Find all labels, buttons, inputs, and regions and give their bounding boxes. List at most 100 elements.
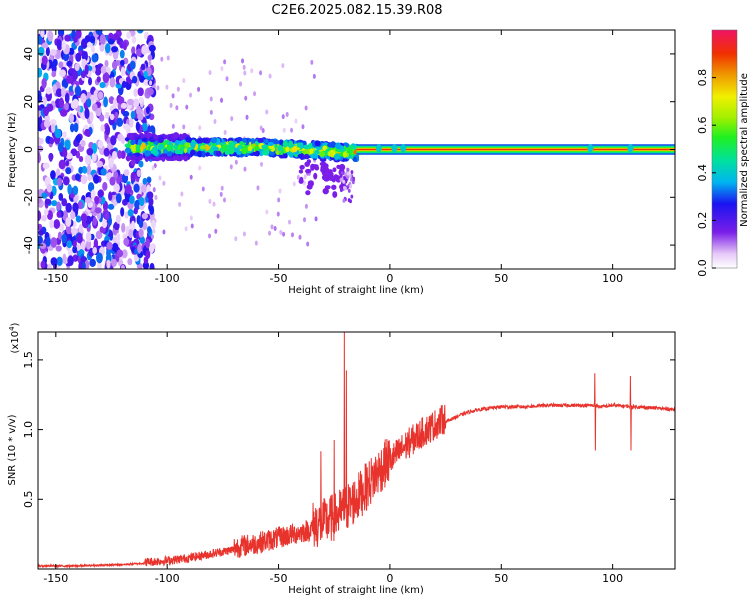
heatmap-noise-cell: [59, 109, 67, 117]
heatmap-signal-cell: [314, 140, 321, 147]
heatmap-noise-cell: [99, 34, 106, 46]
heatmap-noise-cell: [86, 147, 94, 156]
heatmap-noise-cell: [72, 185, 79, 196]
heatmap-signal-cell: [135, 144, 141, 152]
heatmap-signal-cell: [212, 146, 219, 151]
heatmap-signal-cell: [305, 190, 311, 196]
heatmap-noise-cell: [131, 35, 137, 44]
colorbar: 0.0 0.2 0.4 0.6 0.8 Normalized spectral ampl…: [696, 29, 750, 277]
heatmap-noise-cell: [50, 257, 58, 266]
heatmap-signal-cell: [341, 182, 345, 187]
heatmap-noise-cell: [104, 59, 109, 68]
heatmap-noise-cell: [78, 224, 84, 235]
heatmap-noise-cell: [41, 77, 47, 89]
heatmap-noise-cell: [260, 161, 264, 167]
heatmap-noise-cell: [102, 72, 110, 84]
heatmap-noise-cell: [143, 70, 148, 79]
heatmap-signal-cell: [352, 177, 356, 182]
snr-x-tick-label: -100: [155, 572, 180, 585]
heatmap-noise-cell: [220, 66, 224, 72]
heatmap-noise-cell: [70, 211, 76, 220]
heatmap-noise-cell: [108, 157, 114, 167]
heatmap-noise-cell: [38, 223, 43, 231]
heatmap-noise-cell: [131, 75, 138, 84]
heatmap-noise-cell: [117, 150, 122, 159]
heatmap-noise-cell: [180, 191, 184, 197]
heatmap-noise-cell: [61, 233, 67, 244]
heatmap-noise-cell: [123, 237, 130, 247]
snr-x-tick-label: -50: [270, 572, 288, 585]
heatmap-noise-cell: [175, 105, 179, 111]
spectrogram-ticks: -150 -100 -50 0 50 100 -40 -20 0 20 40: [22, 30, 675, 285]
heatmap-noise-cell: [276, 211, 280, 217]
heatmap-noise-cell: [49, 137, 55, 145]
heatmap-noise-cell: [304, 203, 308, 209]
heatmap-noise-cell: [58, 192, 64, 201]
heatmap-noise-cell: [65, 160, 70, 167]
heatmap-noise-cell: [73, 122, 79, 133]
heatmap-noise-cell: [77, 200, 84, 210]
heatmap-signal-cell: [157, 136, 164, 144]
colorbar-tick-label: 0.4: [696, 164, 709, 182]
heatmap-noise-cell: [306, 241, 310, 247]
heatmap-noise-cell: [112, 199, 118, 207]
heatmap-signal-cell: [130, 139, 136, 146]
heatmap-noise-cell: [133, 183, 140, 193]
heatmap-noise-cell: [51, 200, 58, 207]
heatmap-noise-cell: [70, 148, 78, 157]
snr-spike-marker: [320, 451, 322, 453]
heatmap-noise-cell: [162, 229, 166, 235]
heatmap-noise-cell: [43, 119, 51, 128]
heatmap-noise-cell: [78, 261, 83, 269]
heatmap-noise-cell: [273, 225, 277, 231]
heatmap-noise-cell: [268, 73, 272, 79]
heatmap-noise-cell: [225, 76, 229, 82]
heatmap-noise-cell: [80, 174, 88, 185]
heatmap-noise-cell: [55, 88, 63, 98]
heatmap-noise-cell: [143, 256, 149, 265]
chart-title: C2E6.2025.082.15.39.R08: [271, 3, 442, 18]
heatmap-noise-cell: [304, 105, 308, 111]
heatmap-noise-cell: [105, 124, 111, 136]
heatmap-signal-cell: [204, 145, 210, 151]
heatmap-noise-cell: [282, 127, 286, 133]
heatmap-noise-cell: [59, 97, 64, 109]
heatmap-noise-cell: [48, 152, 53, 162]
heatmap-signal-cell: [268, 145, 275, 150]
heatmap-signal-cell: [285, 146, 290, 153]
heatmap-carrier-pulse: [627, 144, 634, 153]
heatmap-noise-cell: [39, 242, 47, 249]
heatmap-signal-cell: [350, 177, 353, 182]
heatmap-noise-cell: [312, 73, 316, 79]
heatmap-noise-cell: [104, 43, 111, 54]
heatmap-noise-cell: [198, 125, 202, 131]
heatmap-signal-cell: [185, 136, 192, 143]
heatmap-carrier-pulse: [400, 144, 407, 153]
heatmap-noise-cell: [121, 222, 126, 233]
heatmap-noise-cell: [234, 159, 238, 165]
spectrogram-panel: -150 -100 -50 0 50 100 -40 -20 0 20 40 Height of s…: [7, 29, 676, 296]
heatmap-signal-cell: [303, 144, 310, 150]
heatmap-noise-cell: [146, 176, 152, 184]
heatmap-noise-cell: [256, 185, 260, 191]
heatmap-noise-cell: [185, 104, 189, 110]
heatmap-signal-cell: [305, 168, 312, 174]
heatmap-noise-cell: [47, 30, 54, 42]
heatmap-noise-cell: [141, 221, 148, 231]
colorbar-tick-label: 0.0: [696, 259, 709, 277]
heatmap-signal-cell: [306, 184, 313, 190]
snr-x-tick-label: 100: [602, 572, 623, 585]
heatmap-noise-cell: [78, 155, 84, 163]
heatmap-signal-cell: [319, 161, 327, 167]
heatmap-noise-cell: [104, 111, 110, 119]
heatmap-noise-cell: [107, 216, 112, 226]
heatmap-noise-cell: [66, 60, 73, 67]
heatmap-noise-cell: [38, 67, 43, 78]
heatmap-noise-cell: [259, 70, 263, 76]
heatmap-noise-cell: [50, 49, 57, 56]
heatmap-noise-cell: [99, 114, 105, 122]
snr-y-scale-exponent: 4: [8, 326, 16, 331]
colorbar-tick-label: 0.8: [696, 69, 709, 87]
heatmap-noise-cell: [116, 117, 124, 127]
